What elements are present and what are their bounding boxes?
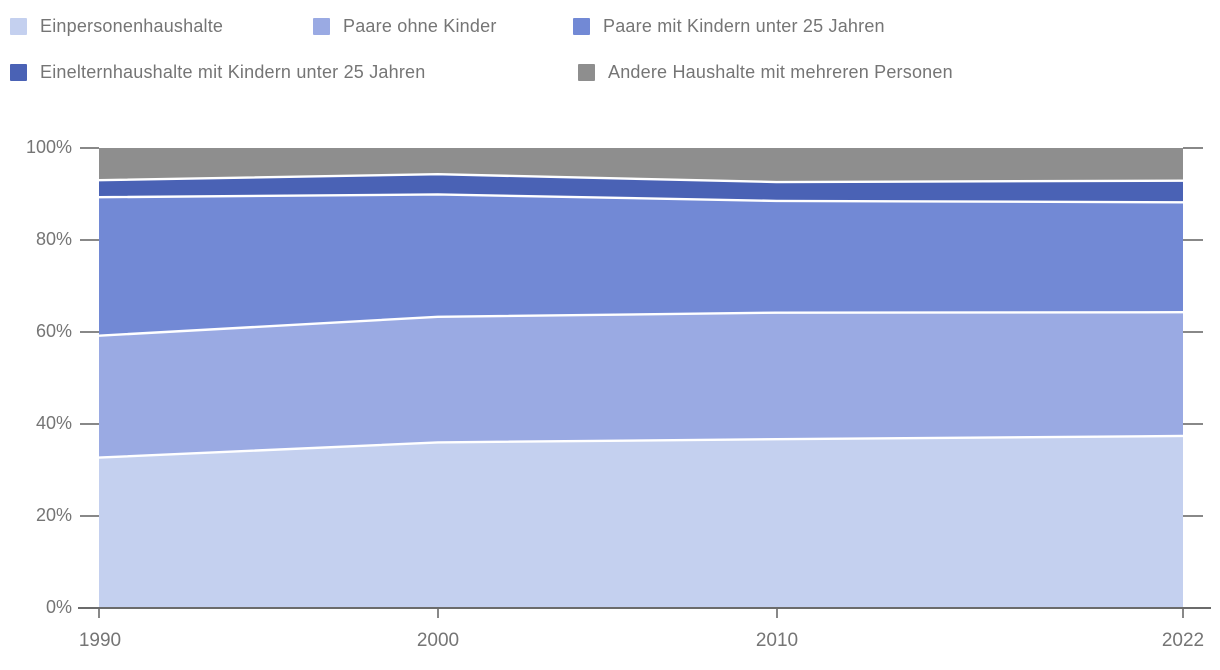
- x-tick-mark: [775, 609, 778, 618]
- series-separator-line: [99, 311, 1183, 337]
- legend-swatch-icon: [10, 17, 27, 35]
- legend-swatch-icon: [10, 63, 27, 81]
- area-series-1: [99, 312, 1183, 458]
- plot-region: [99, 148, 1183, 608]
- x-axis-tick-label: 1990: [78, 630, 122, 651]
- legend-item-einelternhaushalte: Einelternhaushalte mit Kindern unter 25 …: [10, 59, 425, 85]
- x-axis-tick-label: 2010: [755, 630, 799, 651]
- x-tick-mark: [98, 609, 100, 618]
- y-axis-tick-label: 100%: [25, 137, 72, 157]
- legend-item-paare-ohne-kinder: Paare ohne Kinder: [313, 13, 497, 39]
- area-series-3: [99, 174, 1183, 203]
- y-tick-mark: [1183, 423, 1203, 425]
- y-tick-mark: [1183, 239, 1203, 241]
- x-tick-mark: [1182, 609, 1184, 618]
- x-axis-line: [78, 607, 1211, 609]
- series-separator-line: [99, 173, 1183, 184]
- series-separator-line: [99, 434, 1183, 459]
- legend-item-einpersonenhaushalte: Einpersonenhaushalte: [10, 13, 223, 39]
- stacked-area-svg: [99, 148, 1183, 608]
- y-tick-mark: [80, 423, 99, 425]
- legend-swatch-icon: [313, 17, 330, 35]
- legend-label: Andere Haushalte mit mehreren Personen: [608, 61, 953, 82]
- y-axis-tick-label: 0%: [45, 597, 72, 617]
- y-tick-mark: [80, 147, 99, 149]
- area-series-4: [99, 148, 1183, 183]
- x-tick-mark: [436, 609, 439, 618]
- area-series-2: [99, 194, 1183, 336]
- x-axis-tick-label: 2022: [1161, 630, 1205, 651]
- y-tick-mark: [80, 331, 99, 333]
- y-axis-tick-label: 20%: [35, 505, 72, 525]
- legend-label: Paare ohne Kinder: [343, 15, 497, 36]
- y-tick-mark: [80, 239, 99, 241]
- legend-swatch-icon: [578, 63, 595, 81]
- y-axis-tick-label: 40%: [35, 413, 72, 433]
- y-axis-tick-label: 60%: [35, 321, 72, 341]
- y-tick-mark: [1183, 515, 1203, 517]
- legend-item-paare-mit-kindern: Paare mit Kindern unter 25 Jahren: [573, 13, 885, 39]
- legend-swatch-icon: [573, 17, 590, 35]
- y-tick-mark: [1183, 147, 1203, 149]
- y-axis-tick-label: 80%: [35, 229, 72, 249]
- x-axis-tick-label: 2000: [416, 630, 460, 651]
- legend-label: Einelternhaushalte mit Kindern unter 25 …: [40, 61, 426, 82]
- legend-label: Paare mit Kindern unter 25 Jahren: [603, 15, 885, 36]
- legend-item-andere-haushalte: Andere Haushalte mit mehreren Personen: [578, 59, 953, 85]
- legend-label: Einpersonenhaushalte: [40, 15, 224, 36]
- y-tick-mark: [80, 515, 99, 517]
- y-tick-mark: [1183, 331, 1203, 333]
- area-series-0: [99, 435, 1183, 608]
- series-separator-line: [99, 193, 1183, 204]
